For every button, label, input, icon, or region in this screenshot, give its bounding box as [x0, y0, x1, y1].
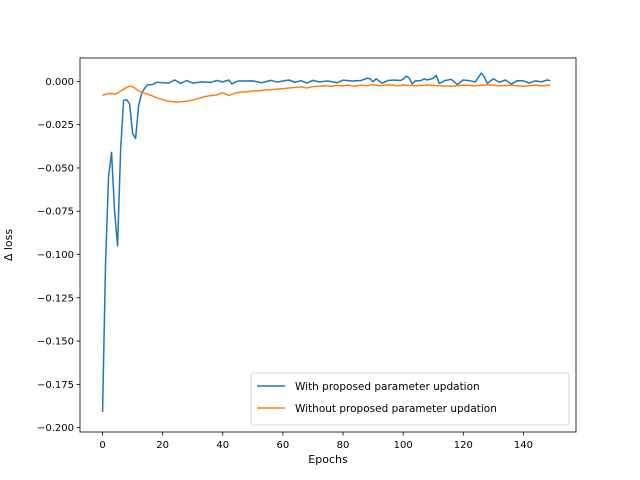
- legend-label-1: With proposed parameter updation: [295, 381, 480, 393]
- y-tick-label: −0.100: [37, 250, 74, 261]
- series-line-1: [101, 72, 551, 413]
- y-tick-label: −0.050: [37, 163, 74, 174]
- x-tick-label: 120: [454, 440, 473, 451]
- x-axis-ticks: 0 20 40 60 80 100 120 140: [99, 432, 533, 451]
- y-axis-label: Δ loss: [2, 229, 15, 262]
- y-tick-label: −0.175: [37, 380, 74, 391]
- y-tick-label: −0.025: [37, 120, 74, 131]
- x-tick-label: 140: [514, 440, 533, 451]
- x-tick-label: 20: [156, 440, 169, 451]
- plot-frame: [79, 57, 577, 433]
- x-tick-label: 0: [99, 440, 105, 451]
- y-tick-label: −0.125: [37, 293, 74, 304]
- x-axis-label: Epochs: [308, 453, 348, 466]
- y-axis-ticks: −0.200 −0.175 −0.150 −0.125 −0.100 −0.075 −0.0…: [37, 77, 80, 434]
- x-tick-label: 60: [277, 440, 290, 451]
- legend: With proposed parameter updation Without …: [250, 372, 570, 426]
- y-tick-label: 0.000: [45, 77, 74, 88]
- legend-box: [250, 372, 570, 426]
- series-line-2: [102, 83, 551, 103]
- x-tick-label: 40: [216, 440, 229, 451]
- plot-lines: [101, 72, 551, 413]
- y-tick-label: −0.075: [37, 207, 74, 218]
- x-tick-label: 100: [394, 440, 413, 451]
- legend-label-2: Without proposed parameter updation: [295, 403, 497, 415]
- y-tick-label: −0.150: [37, 337, 74, 348]
- y-tick-label: −0.200: [37, 423, 74, 434]
- x-tick-label: 80: [337, 440, 350, 451]
